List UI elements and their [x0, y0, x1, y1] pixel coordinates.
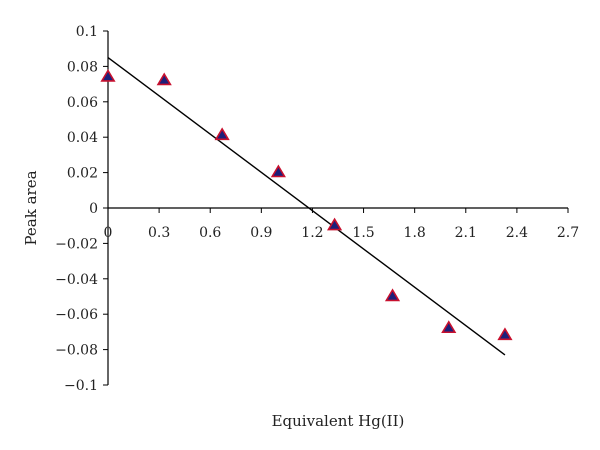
- y-axis-title: Peak area: [22, 170, 40, 245]
- x-tick-label: 1.5: [352, 225, 374, 241]
- x-tick-label: 0.9: [250, 225, 272, 241]
- x-tick-label: 0.6: [199, 225, 221, 241]
- data-point: [327, 217, 343, 231]
- y-tick-label: −0.1: [64, 378, 98, 394]
- x-tick-label: 2.4: [506, 225, 528, 241]
- data-points: [100, 68, 513, 341]
- x-tick-label: 0.3: [148, 225, 170, 241]
- data-point: [497, 327, 513, 341]
- tick-labels: 0.1 0.08 0.06 0.04 0.02 0 −0.02 −0.04 −0.06 −0.08…: [55, 24, 579, 394]
- y-tick-label: 0.08: [67, 59, 98, 75]
- y-tick-label: 0.1: [76, 24, 98, 40]
- y-tick-label: 0.04: [67, 130, 98, 146]
- y-tick-label: 0.02: [67, 166, 98, 182]
- trendline-group: [107, 56, 506, 356]
- x-tick-label: 2.1: [455, 225, 477, 241]
- y-tick-label: −0.02: [55, 236, 98, 252]
- x-tick-label: 2.7: [557, 225, 579, 241]
- y-tick-label: 0: [89, 201, 98, 217]
- data-point: [156, 72, 172, 86]
- axes: [107, 31, 568, 385]
- x-tick-label: 1.8: [404, 225, 426, 241]
- x-axis-title: Equivalent Hg(II): [272, 412, 405, 430]
- data-point: [100, 68, 116, 82]
- data-point: [270, 164, 286, 178]
- y-tick-label: −0.08: [55, 343, 98, 359]
- y-tick-label: −0.04: [55, 272, 98, 288]
- data-point: [441, 320, 457, 334]
- y-tick-label: −0.06: [55, 307, 98, 323]
- y-tick-label: 0.06: [67, 95, 98, 111]
- x-tick-label: 0: [104, 225, 113, 241]
- x-tick-label: 1.2: [301, 225, 323, 241]
- trendline: [107, 56, 506, 356]
- data-point: [384, 288, 401, 302]
- data-point: [214, 127, 230, 141]
